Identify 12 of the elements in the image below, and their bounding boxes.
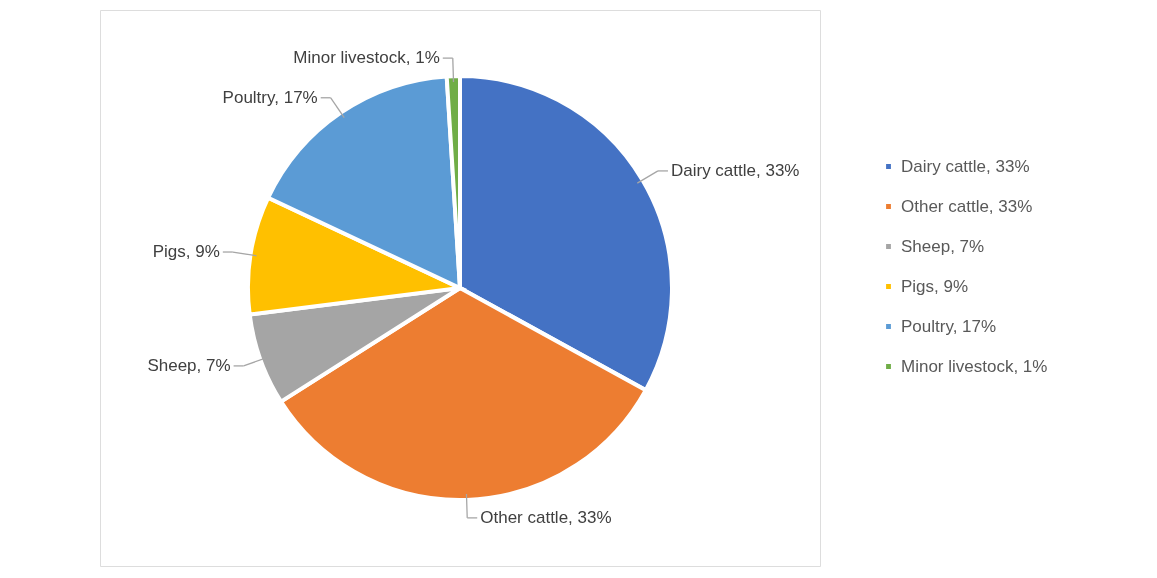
legend-label: Poultry, 17%: [901, 316, 997, 336]
data-label: Other cattle, 33%: [480, 507, 612, 527]
data-label: Pigs, 9%: [152, 242, 220, 262]
data-label: Dairy cattle, 33%: [670, 160, 800, 180]
data-label: Poultry, 17%: [222, 87, 318, 107]
legend-label: Dairy cattle, 33%: [901, 156, 1030, 176]
legend-label: Sheep, 7%: [901, 236, 985, 256]
legend-label: Pigs, 9%: [901, 276, 969, 296]
data-label: Sheep, 7%: [147, 355, 231, 375]
legend-label: Other cattle, 33%: [901, 196, 1033, 216]
data-label: Minor livestock, 1%: [293, 48, 440, 68]
legend-label: Minor livestock, 1%: [901, 356, 1048, 376]
